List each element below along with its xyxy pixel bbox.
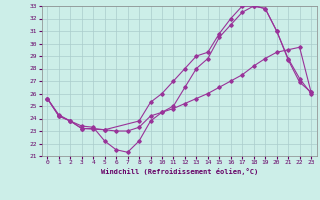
X-axis label: Windchill (Refroidissement éolien,°C): Windchill (Refroidissement éolien,°C): [100, 168, 258, 175]
